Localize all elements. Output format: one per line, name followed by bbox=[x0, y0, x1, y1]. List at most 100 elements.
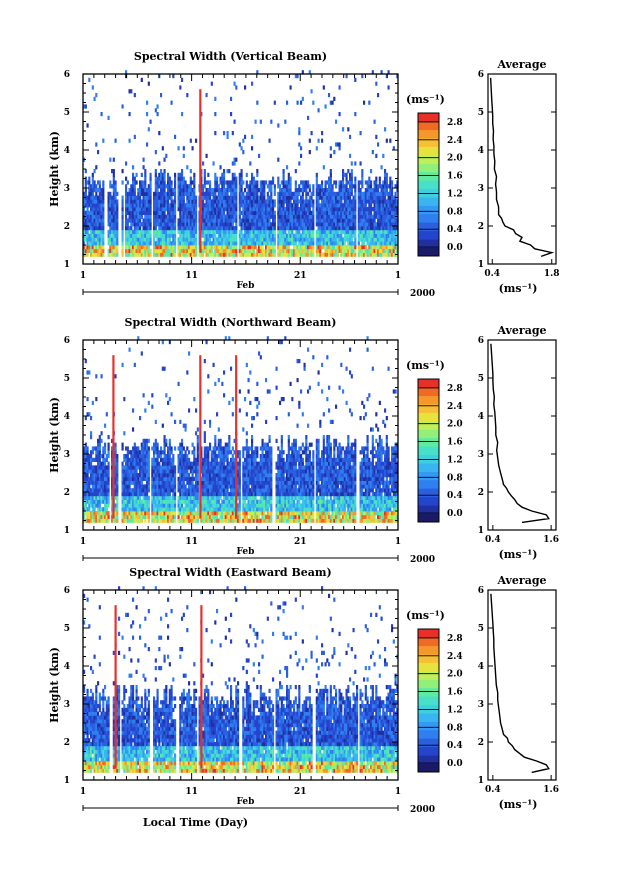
heatmap-cell bbox=[268, 218, 271, 223]
heatmap-cell bbox=[287, 229, 290, 234]
heatmap-cell bbox=[154, 229, 157, 234]
heatmap-cell bbox=[252, 191, 255, 196]
heatmap-cell bbox=[102, 207, 105, 212]
heatmap-cell bbox=[305, 184, 308, 189]
heatmap-cell bbox=[163, 248, 166, 253]
heatmap-cell bbox=[287, 195, 290, 200]
heatmap-cell bbox=[168, 241, 171, 246]
heatmap-cell bbox=[140, 172, 143, 177]
heatmap-cell bbox=[125, 222, 128, 227]
heatmap-cell bbox=[202, 465, 205, 470]
heatmap-cell bbox=[345, 180, 348, 185]
heatmap-cell bbox=[217, 237, 220, 242]
heatmap-cell bbox=[172, 233, 175, 238]
heatmap-cell bbox=[364, 214, 367, 219]
heatmap-cell bbox=[333, 195, 336, 200]
heatmap-cell bbox=[363, 100, 366, 105]
heatmap-cell bbox=[326, 199, 329, 204]
heatmap-cell bbox=[224, 233, 227, 238]
panel-title: Spectral Width (Vertical Beam) bbox=[134, 50, 327, 63]
heatmap-cell bbox=[385, 180, 388, 185]
heatmap-cell bbox=[191, 480, 194, 485]
heatmap-cell bbox=[375, 153, 378, 158]
heatmap-cell bbox=[382, 237, 385, 242]
heatmap-cell bbox=[132, 237, 135, 242]
heatmap-cell bbox=[293, 214, 296, 219]
heatmap-cell bbox=[168, 226, 171, 231]
heatmap-cell bbox=[133, 237, 136, 242]
heatmap-cell bbox=[284, 241, 287, 246]
heatmap-cell bbox=[326, 241, 329, 246]
heatmap-cell bbox=[182, 480, 185, 485]
heatmap-cell bbox=[300, 210, 303, 215]
heatmap-cell bbox=[168, 180, 171, 185]
heatmap-cell bbox=[266, 199, 269, 204]
heatmap-cell bbox=[116, 226, 119, 231]
heatmap-cell bbox=[140, 180, 143, 185]
heatmap-cell bbox=[139, 180, 142, 185]
heatmap-cell bbox=[132, 427, 135, 432]
heatmap-cell bbox=[357, 237, 360, 242]
heatmap-cell bbox=[387, 237, 390, 242]
heatmap-cell bbox=[280, 222, 283, 227]
heatmap-cell bbox=[324, 252, 327, 257]
heatmap-cell bbox=[284, 184, 287, 189]
heatmap-cell bbox=[149, 241, 152, 246]
heatmap-cell bbox=[174, 180, 177, 185]
heatmap-cell bbox=[364, 195, 367, 200]
heatmap-cell bbox=[377, 184, 380, 189]
heatmap-cell bbox=[163, 241, 166, 246]
heatmap-cell bbox=[328, 195, 331, 200]
heatmap-cell bbox=[329, 241, 332, 246]
heatmap-cell bbox=[181, 476, 184, 481]
heatmap-cell bbox=[294, 191, 297, 196]
heatmap-cell bbox=[319, 210, 322, 215]
heatmap-cell bbox=[126, 229, 129, 234]
heatmap-cell bbox=[224, 245, 227, 250]
heatmap-cell bbox=[135, 473, 138, 478]
heatmap-cell bbox=[312, 184, 315, 189]
heatmap-cell bbox=[265, 252, 268, 257]
heatmap-cell bbox=[391, 188, 394, 193]
heatmap-cell bbox=[293, 222, 296, 227]
heatmap-cell bbox=[130, 507, 133, 512]
heatmap-cell bbox=[104, 473, 107, 478]
heatmap-cell bbox=[366, 207, 369, 212]
heatmap-cell bbox=[158, 492, 161, 497]
heatmap-cell bbox=[161, 248, 164, 253]
heatmap-cell bbox=[88, 457, 91, 462]
heatmap-cell bbox=[202, 252, 205, 257]
heatmap-cell bbox=[181, 438, 184, 443]
heatmap-cell bbox=[210, 241, 213, 246]
heatmap-cell bbox=[83, 203, 86, 208]
heatmap-cell bbox=[268, 233, 271, 238]
heatmap-cell bbox=[88, 492, 91, 497]
heatmap-cell bbox=[165, 214, 168, 219]
heatmap-cell bbox=[214, 241, 217, 246]
heatmap-cell bbox=[217, 195, 220, 200]
heatmap-cell bbox=[265, 222, 268, 227]
heatmap-cell bbox=[135, 233, 138, 238]
heatmap-cell bbox=[191, 499, 194, 504]
heatmap-cell bbox=[98, 438, 101, 443]
heatmap-cell bbox=[256, 180, 259, 185]
heatmap-cell bbox=[207, 222, 210, 227]
heatmap-cell bbox=[202, 229, 205, 234]
heatmap-cell bbox=[179, 245, 182, 250]
heatmap-cell bbox=[195, 218, 198, 223]
heatmap-cell bbox=[254, 226, 257, 231]
heatmap-cell bbox=[154, 241, 157, 246]
heatmap-cell bbox=[349, 207, 352, 212]
heatmap-cell bbox=[179, 492, 182, 497]
heatmap-cell bbox=[193, 248, 196, 253]
heatmap-cell bbox=[342, 218, 345, 223]
heatmap-cell bbox=[111, 169, 114, 174]
heatmap-cell bbox=[86, 473, 89, 478]
heatmap-cell bbox=[165, 203, 168, 208]
heatmap-cell bbox=[335, 214, 338, 219]
heatmap-cell bbox=[392, 214, 395, 219]
heatmap-cell bbox=[249, 248, 252, 253]
heatmap-cell bbox=[279, 237, 282, 242]
heatmap-cell bbox=[142, 393, 145, 398]
heatmap-cell bbox=[83, 484, 86, 489]
